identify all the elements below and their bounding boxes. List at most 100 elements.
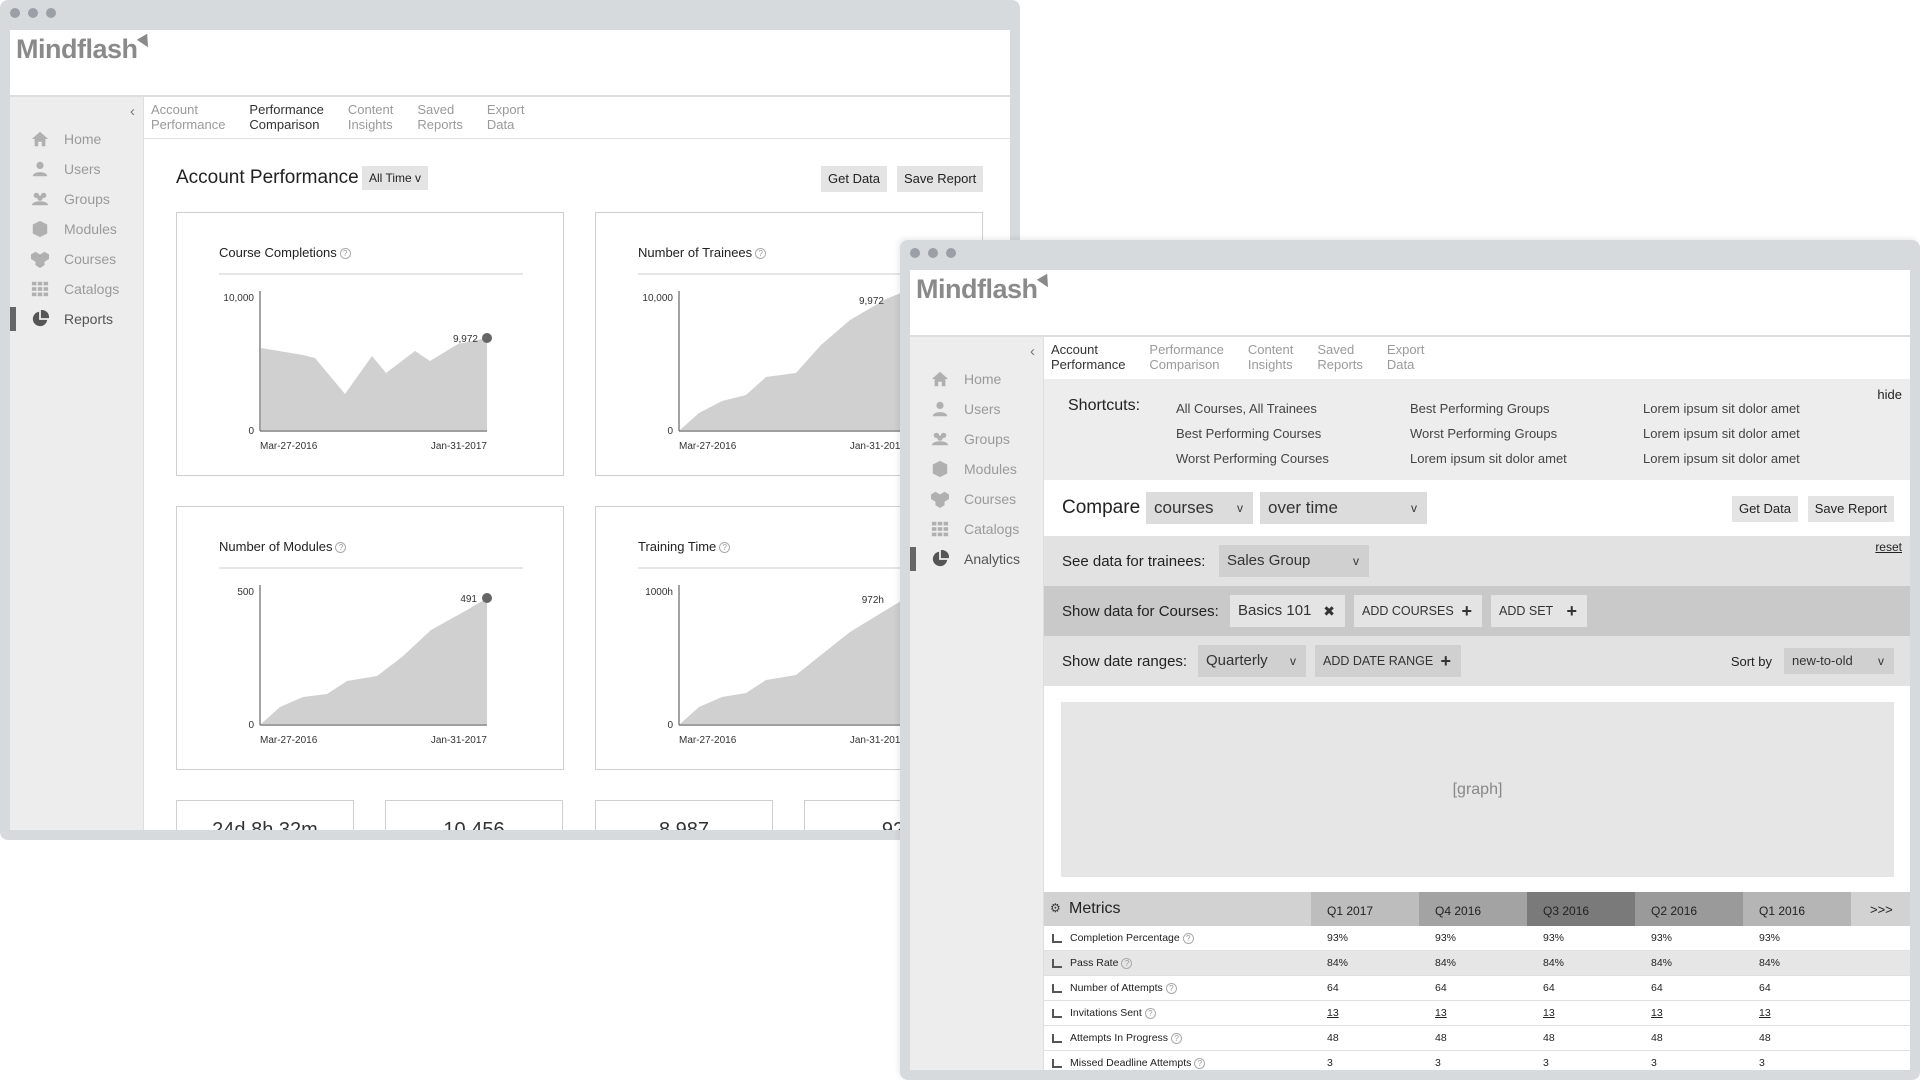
help-icon[interactable]: ?	[1121, 957, 1133, 969]
sidebar-item-groups[interactable]: Groups	[10, 185, 143, 213]
tab-performance-comparison[interactable]: Performance Comparison	[1149, 342, 1223, 372]
sidebar-item-reports[interactable]: Reports	[10, 305, 143, 333]
table-row[interactable]: Number of Attempts? 64 64 64 64 64	[1044, 976, 1910, 1001]
row-label-text: Attempts In Progress	[1070, 1032, 1169, 1044]
table-cell-link[interactable]: 13	[1651, 1007, 1663, 1019]
table-row[interactable]: Missed Deadline Attempts? 3 3 3 3 3	[1044, 1051, 1910, 1070]
sidebar-item-courses[interactable]: Courses	[10, 245, 143, 273]
column-header-q1-2017[interactable]: Q1 2017	[1311, 892, 1419, 926]
shortcut-link[interactable]: Lorem ipsum sit dolor amet	[1643, 426, 1800, 441]
sidebar-item-home[interactable]: Home	[910, 365, 1043, 393]
area-fill	[261, 598, 487, 724]
help-icon[interactable]: ?	[1171, 1032, 1183, 1044]
help-icon[interactable]: ?	[1144, 1007, 1156, 1019]
shortcut-link[interactable]: Lorem ipsum sit dolor amet	[1410, 451, 1567, 466]
add-date-range-button[interactable]: ADD DATE RANGE +	[1315, 645, 1461, 677]
compare-how-select[interactable]: over time v	[1260, 492, 1427, 524]
area-fill	[680, 291, 906, 430]
minimize-dot[interactable]	[28, 8, 38, 18]
bar-chart-icon	[1052, 1008, 1062, 1018]
tab-export-data[interactable]: Export Data	[487, 102, 525, 132]
help-icon[interactable]: ?	[719, 542, 731, 554]
table-row[interactable]: Pass Rate? 84% 84% 84% 84% 84%	[1044, 951, 1910, 976]
chevron-left-icon[interactable]: ‹	[130, 103, 135, 120]
maximize-dot[interactable]	[46, 8, 56, 18]
sort-select[interactable]: new-to-old v	[1784, 648, 1894, 674]
date-range-select[interactable]: Quarterly v	[1198, 645, 1306, 677]
save-report-button[interactable]: Save Report	[1807, 496, 1894, 522]
hide-link[interactable]: hide	[1877, 387, 1902, 402]
column-header-q1-2016[interactable]: Q1 2016	[1743, 892, 1851, 926]
table-row[interactable]: Attempts In Progress? 48 48 48 48 48	[1044, 1026, 1910, 1051]
chevron-left-icon[interactable]: ‹	[1030, 343, 1035, 360]
x-start-label: Mar-27-2016	[260, 441, 318, 452]
get-data-button[interactable]: Get Data	[821, 166, 888, 192]
shortcut-link[interactable]: All Courses, All Trainees	[1176, 401, 1317, 416]
table-row[interactable]: Completion Percentage? 93% 93% 93% 93% 9…	[1044, 926, 1910, 951]
grid-icon	[30, 279, 50, 299]
tab-label: Content	[347, 102, 394, 117]
table-cell: 64	[1435, 982, 1447, 994]
column-header-q2-2016[interactable]: Q2 2016	[1635, 892, 1743, 926]
sidebar-item-catalogs[interactable]: Catalogs	[910, 515, 1043, 543]
save-report-button[interactable]: Save Report	[897, 166, 984, 192]
sidebar-item-modules[interactable]: Modules	[10, 215, 143, 243]
range-select[interactable]: All Time v	[362, 166, 429, 190]
shortcut-link[interactable]: Lorem ipsum sit dolor amet	[1643, 451, 1800, 466]
tab-account-performance[interactable]: Account Performance	[151, 102, 225, 132]
tab-saved-reports[interactable]: Saved Reports	[1317, 342, 1363, 372]
sidebar-item-groups[interactable]: Groups	[910, 425, 1043, 453]
gear-icon[interactable]: ⚙	[1050, 901, 1061, 915]
close-icon[interactable]: ✖	[1323, 603, 1335, 619]
tab-account-performance[interactable]: Account Performance	[1051, 342, 1125, 372]
tab-content-insights[interactable]: Content Insights	[1248, 342, 1294, 372]
close-dot[interactable]	[910, 248, 920, 258]
help-icon[interactable]: ?	[335, 542, 347, 554]
shortcut-link[interactable]: Best Performing Courses	[1176, 426, 1322, 441]
table-cell-link[interactable]: 13	[1543, 1007, 1555, 1019]
reset-link[interactable]: reset	[1875, 540, 1902, 554]
table-cell-link[interactable]: 13	[1327, 1007, 1339, 1019]
last-value-label: 972h	[862, 595, 884, 606]
tab-label: Comparison	[249, 117, 320, 132]
table-row[interactable]: Invitations Sent? 13 13 13 13 13	[1044, 1001, 1910, 1026]
table-cell-link[interactable]: 13	[1759, 1007, 1771, 1019]
sidebar-item-users[interactable]: Users	[10, 155, 143, 183]
tab-export-data[interactable]: Export Data	[1387, 342, 1425, 372]
sidebar-item-label: Catalogs	[64, 281, 120, 297]
window-controls[interactable]	[910, 248, 956, 258]
shortcut-link[interactable]: Best Performing Groups	[1410, 401, 1550, 416]
compare-what-select[interactable]: courses v	[1146, 492, 1253, 524]
shortcut-link[interactable]: Worst Performing Groups	[1410, 426, 1558, 441]
help-icon[interactable]: ?	[1182, 932, 1194, 944]
courses-icon	[930, 489, 950, 509]
help-icon[interactable]: ?	[339, 248, 351, 260]
tab-performance-comparison[interactable]: Performance Comparison	[249, 102, 323, 132]
course-chip[interactable]: Basics 101 ✖	[1230, 595, 1345, 627]
help-icon[interactable]: ?	[755, 248, 767, 260]
help-icon[interactable]: ?	[1165, 982, 1177, 994]
window-controls[interactable]	[10, 8, 56, 18]
close-dot[interactable]	[10, 8, 20, 18]
tab-content-insights[interactable]: Content Insights	[348, 102, 394, 132]
shortcut-link[interactable]: Worst Performing Courses	[1176, 451, 1329, 466]
table-cell-link[interactable]: 13	[1435, 1007, 1447, 1019]
help-icon[interactable]: ?	[1194, 1057, 1206, 1069]
add-courses-button[interactable]: ADD COURSES +	[1354, 595, 1482, 627]
sidebar-item-users[interactable]: Users	[910, 395, 1043, 423]
sidebar-item-home[interactable]: Home	[10, 125, 143, 153]
sidebar-item-catalogs[interactable]: Catalogs	[10, 275, 143, 303]
minimize-dot[interactable]	[928, 248, 938, 258]
add-set-button[interactable]: ADD SET +	[1491, 595, 1587, 627]
get-data-button[interactable]: Get Data	[1731, 496, 1798, 522]
sidebar-item-analytics[interactable]: Analytics	[910, 545, 1043, 573]
sidebar-item-modules[interactable]: Modules	[910, 455, 1043, 483]
column-header-q3-2016[interactable]: Q3 2016	[1527, 892, 1635, 926]
sidebar-item-courses[interactable]: Courses	[910, 485, 1043, 513]
shortcut-link[interactable]: Lorem ipsum sit dolor amet	[1643, 401, 1800, 416]
trainees-select[interactable]: Sales Group v	[1219, 545, 1369, 577]
tab-saved-reports[interactable]: Saved Reports	[417, 102, 463, 132]
more-columns-button[interactable]: >>>	[1870, 902, 1893, 917]
maximize-dot[interactable]	[946, 248, 956, 258]
column-header-q4-2016[interactable]: Q4 2016	[1419, 892, 1527, 926]
